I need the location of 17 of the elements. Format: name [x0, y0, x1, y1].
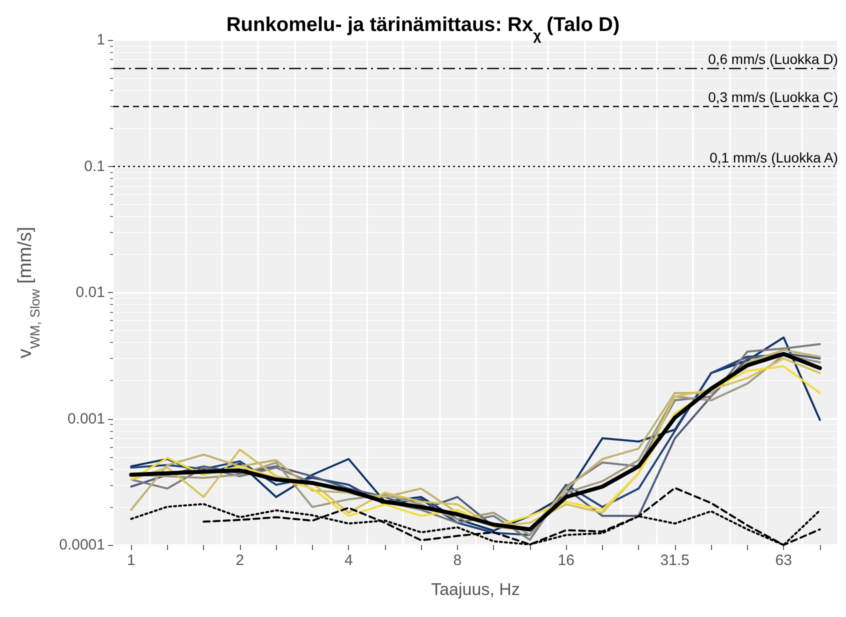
y-tick-label: 0.0001: [59, 536, 105, 554]
y-tick-label: 1: [96, 32, 105, 48]
x-tick-label: 16: [558, 552, 574, 569]
x-tick-label: 1: [126, 552, 136, 569]
y-tick-label: 0.01: [76, 284, 105, 301]
ref-line-label: 0,6 mm/s (Luokka D): [708, 51, 838, 68]
y-axis-title: vWM, Slow [mm/s]: [15, 226, 43, 358]
y-tick-label: 0.001: [67, 410, 105, 428]
x-tick-label: 4: [344, 552, 353, 569]
ref-line-label: 0,1 mm/s (Luokka A): [710, 149, 838, 166]
x-axis-title: Taajuus, Hz: [431, 580, 520, 599]
x-tick-label: 63: [775, 552, 792, 569]
ref-line-label: 0,3 mm/s (Luokka C): [708, 89, 838, 106]
y-tick-label: 0.1: [84, 158, 105, 175]
x-tick-label: 8: [453, 552, 462, 569]
x-tick-label: 2: [236, 552, 244, 569]
x-tick-label: 31.5: [660, 552, 690, 569]
